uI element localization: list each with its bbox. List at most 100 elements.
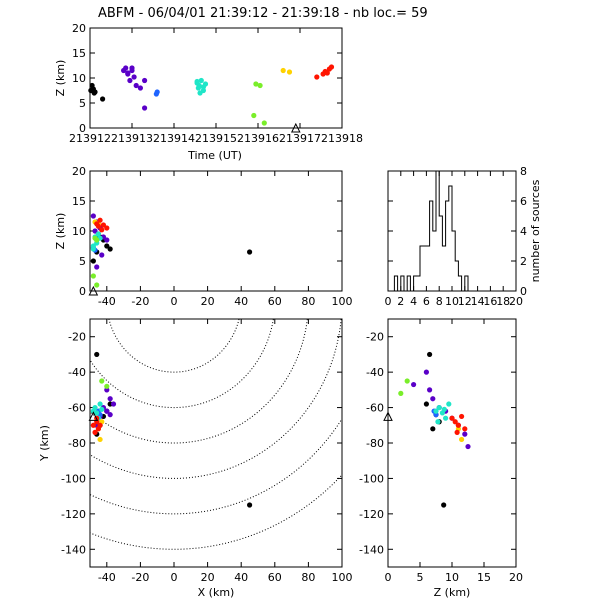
source-point-cyan: [194, 78, 200, 85]
y-tick-label: -100: [359, 472, 384, 485]
source-point-cyan: [97, 401, 103, 407]
source-point-red: [90, 422, 96, 428]
y-tick-label: 8: [520, 165, 527, 178]
x-tick-label: 10: [445, 295, 459, 308]
source-point-green: [90, 273, 96, 279]
y-tick-label: 2: [520, 255, 527, 268]
histogram-bin: [407, 276, 410, 291]
histogram-bin: [439, 216, 442, 291]
x-tick-label: 0: [171, 571, 178, 584]
source-point-cyan: [99, 406, 105, 412]
plan-view-frame: [89, 318, 343, 568]
range-ring-60: [90, 319, 274, 409]
source-point-green: [99, 378, 105, 384]
x-tick-label: 8: [436, 295, 443, 308]
y-tick-label: -60: [68, 402, 86, 415]
y-tick-label: -20: [366, 331, 384, 344]
histogram-step-line: [393, 170, 469, 292]
y-tick-label: 0: [79, 285, 86, 298]
source-point-purple: [99, 252, 105, 258]
source-point-purple: [90, 213, 96, 219]
source-point-cyan: [198, 77, 204, 84]
x-tick-label: 10: [445, 571, 459, 584]
x-tick-label: -40: [98, 571, 116, 584]
source-point-purple: [137, 85, 143, 91]
histogram-bin: [455, 261, 458, 291]
source-point-black: [88, 87, 94, 94]
source-point-red: [95, 223, 101, 229]
source-point-red: [462, 426, 468, 432]
source-point-cyan: [195, 85, 201, 91]
x-tick-label: 12: [458, 295, 472, 308]
source-point-cyan: [433, 408, 439, 414]
source-point-purple: [125, 70, 131, 76]
x-tick-label: 0: [385, 571, 392, 584]
source-point-purple: [104, 237, 110, 243]
histogram-bin: [442, 246, 445, 291]
source-point-purple: [462, 431, 468, 437]
source-point-black: [247, 249, 253, 255]
source-point-purple: [430, 396, 436, 402]
x-tick-label: 213913: [111, 132, 153, 145]
histogram-bin: [449, 186, 452, 291]
source-point-cyan: [90, 246, 96, 252]
x-tick-label: 16: [483, 295, 497, 308]
source-point-yellow: [459, 436, 465, 443]
range-ring-40: [108, 319, 240, 373]
source-point-black: [427, 351, 433, 358]
x-height-frame: [89, 170, 343, 292]
source-point-purple: [123, 65, 129, 71]
histogram-bin: [401, 276, 404, 291]
x-tick-label: 5: [417, 571, 424, 584]
source-point-cyan: [435, 419, 441, 425]
source-point-purple: [133, 82, 139, 89]
range-ring-80: [90, 319, 308, 444]
station-triangle-icon: [290, 122, 301, 133]
x-tick-label: 0: [385, 295, 392, 308]
x-tick-label: 4: [410, 295, 417, 308]
y-axis-label: Z (km): [54, 213, 67, 250]
station-triangle-icon: [383, 411, 393, 421]
source-point-purple: [142, 105, 148, 111]
y-tick-label: -80: [68, 437, 86, 450]
station-triangle-icon: [88, 285, 99, 296]
y-tick-label: 10: [72, 225, 86, 238]
source-point-black: [107, 246, 113, 252]
x-axis-label: Time (UT): [187, 149, 242, 162]
x-tick-label: 20: [201, 295, 215, 308]
source-point-green: [94, 237, 100, 243]
source-point-cyan: [436, 404, 442, 411]
source-point-red: [99, 227, 105, 233]
histogram-bin: [452, 231, 455, 291]
x-tick-label: 213915: [195, 132, 237, 145]
source-point-purple: [465, 443, 471, 450]
source-point-red: [100, 222, 107, 228]
x-axis-label: Z (km): [434, 586, 471, 599]
x-tick-label: 20: [509, 571, 523, 584]
x-tick-label: 213917: [279, 132, 321, 145]
source-point-green: [251, 112, 257, 119]
y-tick-label: 5: [79, 97, 86, 110]
y-tick-label: 0: [79, 122, 86, 135]
figure-title: ABFM - 06/04/01 21:39:12 - 21:39:18 - nb…: [98, 6, 428, 21]
source-point-cyan: [197, 90, 203, 96]
x-tick-label: 18: [496, 295, 510, 308]
z-y-frame: [387, 318, 517, 568]
y-tick-label: 15: [72, 195, 86, 208]
y-tick-label: -40: [68, 366, 86, 379]
x-tick-label: 15: [477, 571, 491, 584]
y-tick-label: -60: [366, 402, 384, 415]
source-point-yellow: [286, 69, 293, 75]
y-tick-label: 5: [79, 255, 86, 268]
x-tick-label: -40: [98, 295, 116, 308]
x-tick-label: 0: [171, 295, 178, 308]
x-tick-label: -20: [131, 571, 149, 584]
x-tick-label: 213912: [69, 132, 111, 145]
x-tick-label: 60: [268, 295, 282, 308]
source-point-red: [97, 217, 103, 223]
y-tick-label: 15: [72, 47, 86, 60]
source-point-purple: [411, 381, 417, 388]
source-point-black: [94, 351, 100, 358]
source-point-green: [398, 390, 404, 396]
y-tick-label: 20: [72, 22, 86, 35]
